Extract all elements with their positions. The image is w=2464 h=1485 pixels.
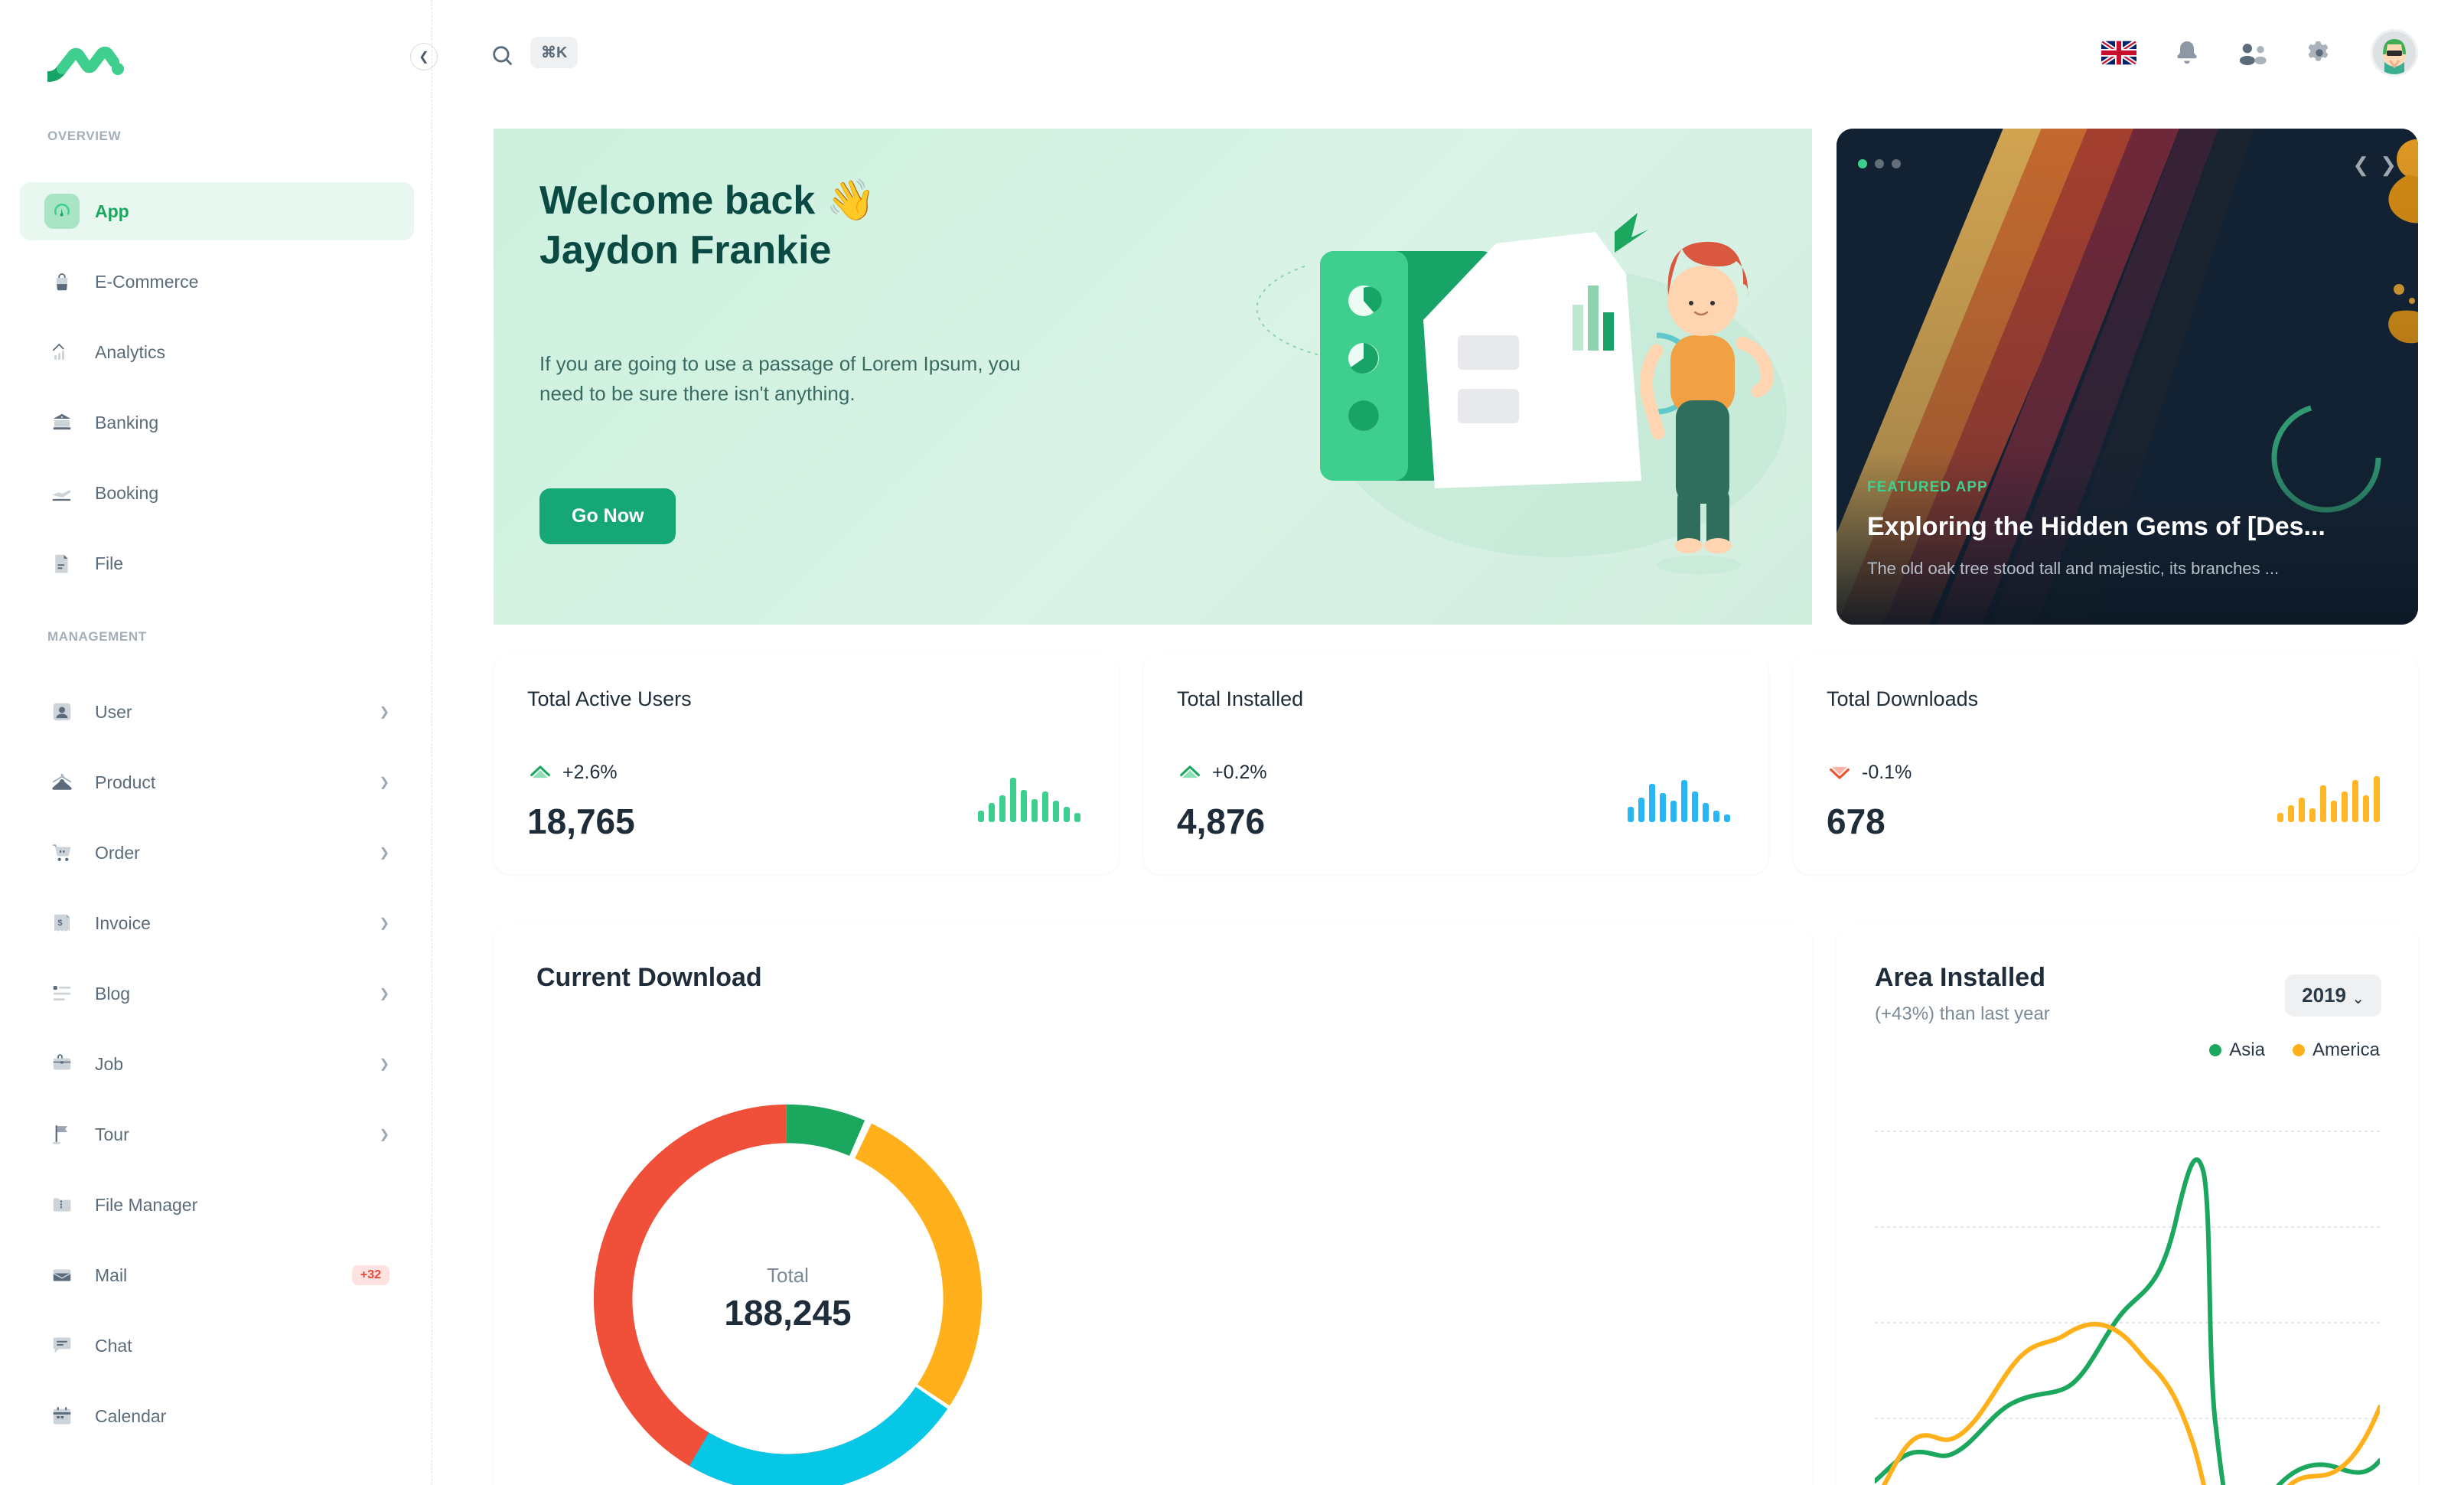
svg-text:$: $ <box>58 919 63 928</box>
